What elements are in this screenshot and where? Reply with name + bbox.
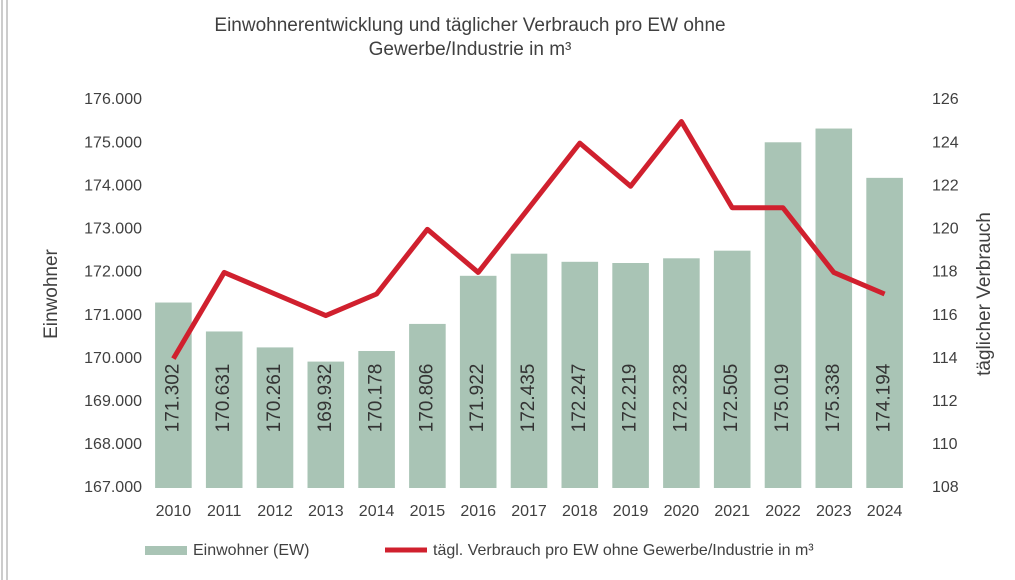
bar — [256, 347, 294, 488]
y-tick-label: 172.000 — [84, 264, 142, 281]
x-tick-label: 2019 — [613, 503, 649, 520]
data-label: 172.247 — [569, 364, 590, 433]
y-axis-label: Einwohner — [41, 248, 62, 338]
data-label: 170.261 — [264, 364, 285, 433]
x-tick-label: 2017 — [511, 503, 547, 520]
bar — [866, 177, 903, 488]
y2-tick-label: 112 — [932, 393, 958, 410]
bar — [612, 263, 649, 488]
legend-label: Einwohner (EW) — [193, 542, 309, 559]
data-label: 172.328 — [670, 364, 691, 433]
bar — [764, 142, 802, 489]
data-label: 171.302 — [162, 364, 183, 433]
data-label: 172.435 — [518, 364, 539, 433]
line — [171, 119, 886, 360]
data-label: 172.219 — [620, 364, 641, 433]
legend-swatch — [145, 546, 187, 555]
y2-tick-label: 108 — [932, 479, 959, 496]
y-tick-label: 176.000 — [84, 91, 142, 108]
data-label: 170.631 — [213, 364, 234, 433]
y2-tick-label: 120 — [932, 221, 959, 238]
data-label: 172.505 — [721, 364, 742, 433]
y-tick-label: 169.000 — [84, 393, 142, 410]
y2-axis-label: täglicher Verbrauch — [974, 212, 995, 376]
data-label: 174.194 — [874, 363, 895, 432]
y-tick-label: 173.000 — [84, 221, 142, 238]
x-tick-label: 2020 — [664, 503, 700, 520]
bar — [358, 350, 395, 488]
bar — [409, 323, 446, 488]
data-label: 175.019 — [772, 364, 793, 433]
x-tick-label: 2023 — [816, 503, 852, 520]
bar — [561, 261, 599, 488]
x-tick-label: 2013 — [308, 503, 344, 520]
y-tick-label: 171.000 — [84, 307, 142, 324]
x-tick-label: 2012 — [257, 503, 293, 520]
chart-title: Einwohnerentwicklung und täglicher Verbr… — [214, 15, 725, 36]
y-tick-label: 167.000 — [84, 479, 142, 496]
y2-tick-label: 122 — [932, 177, 959, 194]
bar — [713, 250, 751, 488]
data-label: 175.338 — [823, 364, 844, 433]
x-tick-label: 2010 — [156, 503, 192, 520]
y2-tick-label: 126 — [932, 91, 959, 108]
y2-tick-label: 118 — [932, 264, 958, 281]
y-tick-label: 170.000 — [84, 350, 142, 367]
bar — [205, 331, 243, 488]
y2-tick-label: 116 — [932, 307, 958, 324]
data-label: 169.932 — [315, 364, 336, 433]
x-tick-label: 2021 — [714, 503, 750, 520]
y-tick-label: 168.000 — [84, 436, 142, 453]
x-tick-label: 2016 — [460, 503, 496, 520]
chart-title: Gewerbe/Industrie in m³ — [369, 39, 572, 60]
bar — [663, 258, 700, 488]
y2-tick-label: 114 — [932, 350, 958, 367]
x-tick-label: 2011 — [207, 503, 242, 520]
y-tick-label: 175.000 — [84, 134, 142, 151]
bar — [510, 253, 548, 488]
bar — [307, 361, 345, 488]
x-tick-label: 2022 — [765, 503, 801, 520]
bar — [815, 128, 853, 488]
data-label: 171.922 — [467, 364, 488, 433]
data-label: 170.806 — [416, 364, 437, 433]
bar — [459, 275, 497, 488]
data-label: 170.178 — [366, 364, 387, 433]
y2-tick-label: 124 — [932, 134, 959, 151]
x-tick-label: 2018 — [562, 503, 598, 520]
x-tick-label: 2014 — [359, 503, 395, 520]
y-tick-label: 174.000 — [84, 177, 142, 194]
x-tick-label: 2015 — [410, 503, 446, 520]
x-tick-label: 2024 — [867, 503, 903, 520]
y2-tick-label: 110 — [932, 436, 958, 453]
legend-label: tägl. Verbrauch pro EW ohne Gewerbe/Indu… — [433, 542, 814, 559]
